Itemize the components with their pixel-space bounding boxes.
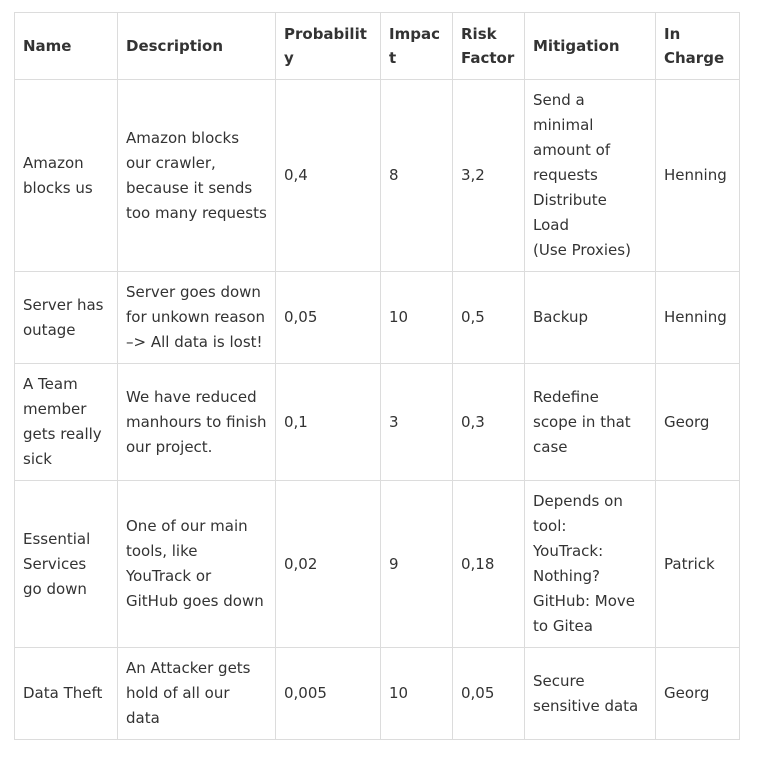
cell-probability: 0,05 [275, 271, 381, 364]
cell-name: Amazon blocks us [14, 79, 118, 272]
cell-risk-factor: 3,2 [452, 79, 525, 272]
cell-risk-factor: 0,05 [452, 647, 525, 740]
risk-table-container: Name Description Probability Impact Risk… [14, 12, 740, 740]
cell-mitigation: Send a minimal amount of requests Distri… [524, 79, 656, 272]
header-description: Description [117, 12, 276, 80]
cell-mitigation: Depends on tool: YouTrack: Nothing? GitH… [524, 480, 656, 648]
header-probability: Probability [275, 12, 381, 80]
mitigation-line: YouTrack: Nothing? [533, 542, 604, 585]
mitigation-line: Secure sensitive data [533, 671, 639, 715]
cell-in-charge: Georg [655, 363, 740, 481]
mitigation-line: GitHub: Move to Gitea [533, 592, 636, 635]
cell-name: A Team member gets really sick [14, 363, 118, 481]
mitigation-line: Redefine scope in that case [533, 387, 631, 456]
cell-mitigation: Secure sensitive data [524, 647, 656, 740]
cell-mitigation: Redefine scope in that case [524, 363, 656, 481]
cell-description: We have reduced manhours to finish our p… [117, 363, 276, 481]
header-impact: Impact [380, 12, 453, 80]
cell-probability: 0,005 [275, 647, 381, 740]
cell-risk-factor: 0,3 [452, 363, 525, 481]
cell-risk-factor: 0,18 [452, 480, 525, 648]
cell-impact: 3 [380, 363, 453, 481]
cell-in-charge: Henning [655, 79, 740, 272]
cell-name: Server has outage [14, 271, 118, 364]
mitigation-line: Depends on tool: [533, 492, 623, 535]
header-row: Name Description Probability Impact Risk… [14, 12, 740, 80]
header-risk-factor: Risk Factor [452, 12, 525, 80]
cell-description: One of our main tools, like YouTrack or … [117, 480, 276, 648]
cell-name: Data Theft [14, 647, 118, 740]
header-name: Name [14, 12, 118, 80]
risk-table: Name Description Probability Impact Risk… [14, 12, 740, 740]
header-mitigation: Mitigation [524, 12, 656, 80]
cell-in-charge: Georg [655, 647, 740, 740]
cell-probability: 0,02 [275, 480, 381, 648]
cell-impact: 10 [380, 647, 453, 740]
cell-in-charge: Patrick [655, 480, 740, 648]
table-row: Amazon blocks us Amazon blocks our crawl… [14, 79, 740, 272]
header-in-charge: In Charge [655, 12, 740, 80]
cell-impact: 8 [380, 79, 453, 272]
table-row: Server has outage Server goes down for u… [14, 271, 740, 364]
cell-mitigation: Backup [524, 271, 656, 364]
cell-description: An Attacker gets hold of all our data [117, 647, 276, 740]
mitigation-line: Send a minimal amount of requests [533, 91, 611, 184]
table-row: A Team member gets really sick We have r… [14, 363, 740, 481]
cell-probability: 0,1 [275, 363, 381, 481]
table-row: Data Theft An Attacker gets hold of all … [14, 647, 740, 740]
cell-in-charge: Henning [655, 271, 740, 364]
mitigation-line: Backup [533, 308, 588, 326]
cell-description: Server goes down for unkown reason –> Al… [117, 271, 276, 364]
cell-risk-factor: 0,5 [452, 271, 525, 364]
mitigation-line: (Use Proxies) [533, 241, 631, 259]
table-row: Essential Services go down One of our ma… [14, 480, 740, 648]
cell-probability: 0,4 [275, 79, 381, 272]
cell-impact: 10 [380, 271, 453, 364]
cell-name: Essential Services go down [14, 480, 118, 648]
cell-impact: 9 [380, 480, 453, 648]
mitigation-line: Distribute Load [533, 191, 607, 234]
cell-description: Amazon blocks our crawler, because it se… [117, 79, 276, 272]
